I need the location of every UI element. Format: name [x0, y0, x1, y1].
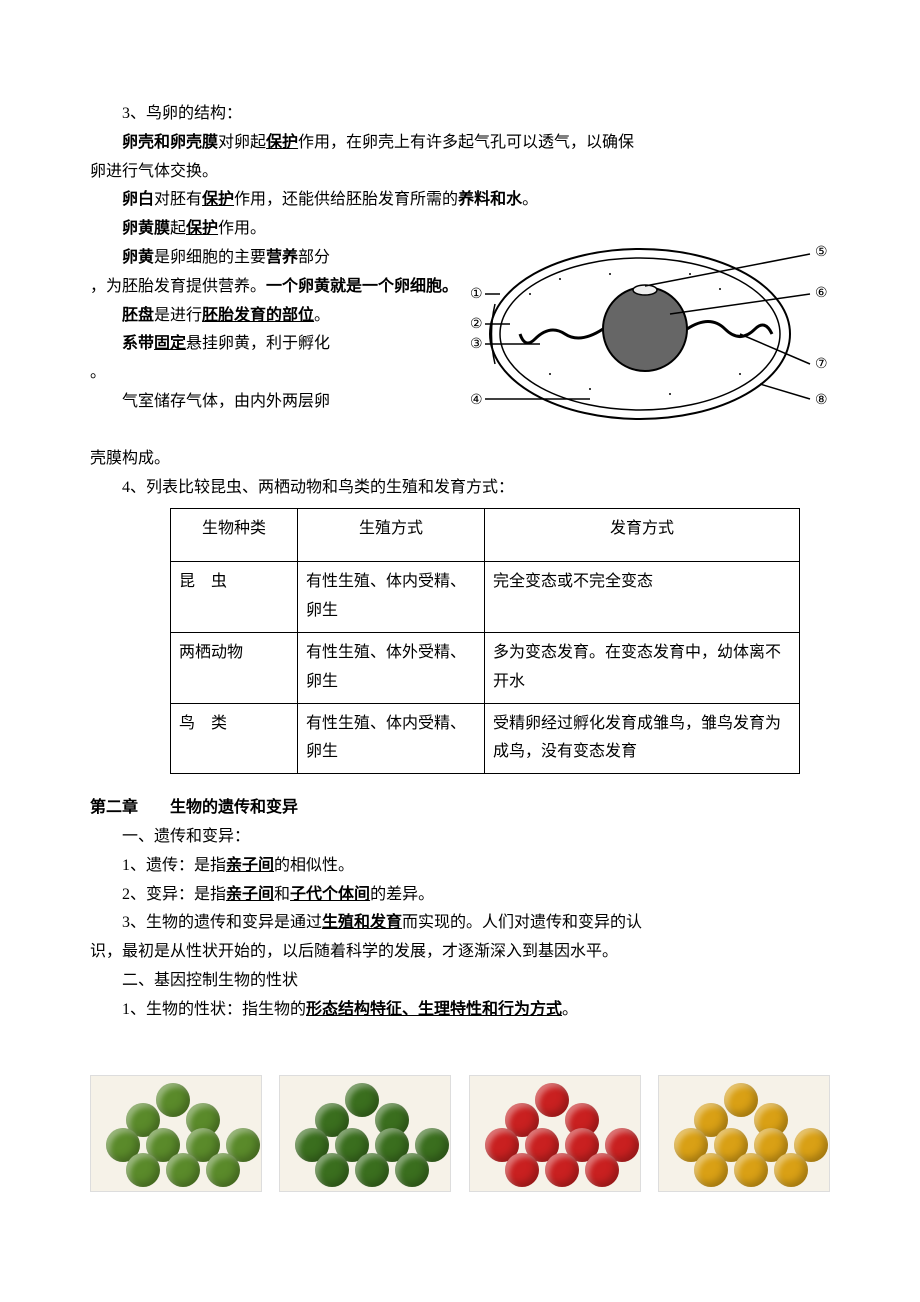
td: 有性生殖、体内受精、卵生	[298, 703, 485, 774]
t: 卵黄	[122, 249, 154, 266]
label-3: ③	[470, 337, 483, 352]
td: 有性生殖、体内受精、卵生	[298, 562, 485, 633]
photo-red-tomato	[469, 1075, 641, 1192]
t: 3、生物的遗传和变异是通过	[122, 914, 322, 931]
c2-l3a: 3、生物的遗传和变异是通过生殖和发育而实现的。人们对遗传和变异的认	[90, 909, 830, 938]
td: 完全变态或不完全变态	[485, 562, 800, 633]
t: 保护	[186, 220, 218, 237]
t: 的相似性。	[274, 857, 354, 874]
s4-heading: 4、列表比较昆虫、两栖动物和鸟类的生殖和发育方式：	[90, 474, 830, 503]
th: 生殖方式	[298, 509, 485, 562]
t: 1、遗传：是指	[122, 857, 226, 874]
table-header-row: 生物种类 生殖方式 发育方式	[171, 509, 800, 562]
td: 多为变态发育。在变态发育中，幼体离不开水	[485, 632, 800, 703]
s3-line4b: ，为胚胎发育提供营养。一个卵黄就是一个卵细胞。	[90, 273, 460, 302]
t: 生殖和发育	[322, 914, 402, 931]
s3-line7b: 壳膜构成。	[90, 445, 830, 474]
chapter2-title: 第二章 生物的遗传和变异	[90, 794, 830, 823]
t: 。	[314, 307, 330, 324]
t: 亲子间	[226, 886, 274, 903]
photo-yellow-tomato	[658, 1075, 830, 1192]
c2-sub2: 二、基因控制生物的性状	[90, 967, 830, 996]
table-row: 鸟 类 有性生殖、体内受精、卵生 受精卵经过孵化发育成雏鸟，雏鸟发育为成鸟，没有…	[171, 703, 800, 774]
label-5: ⑤	[815, 245, 828, 260]
s3-line1b: 卵进行气体交换。	[90, 158, 830, 187]
text-col: 卵黄是卵细胞的主要营养部分 ，为胚胎发育提供营养。一个卵黄就是一个卵细胞。 胚盘…	[90, 244, 460, 417]
t: 营养	[266, 249, 298, 266]
td: 昆 虫	[171, 562, 298, 633]
th: 发育方式	[485, 509, 800, 562]
t: 作用。	[218, 220, 266, 237]
td: 两栖动物	[171, 632, 298, 703]
t: 。	[522, 191, 538, 208]
t: 保护	[266, 134, 298, 151]
label-1: ①	[470, 287, 483, 302]
t: 子代个体间	[290, 886, 370, 903]
t: 亲子间	[226, 857, 274, 874]
t: 悬挂卵黄，利于孵化	[186, 335, 330, 352]
label-2: ②	[470, 317, 483, 332]
egg-diagram: ① ② ③ ④ ⑤ ⑥ ⑦ ⑧	[470, 234, 830, 434]
t: 卵壳和卵壳膜	[122, 134, 218, 151]
s3-heading: 3、鸟卵的结构：	[90, 100, 830, 129]
s3-line6: 系带固定悬挂卵黄，利于孵化	[90, 330, 460, 359]
c2-l4: 1、生物的性状：指生物的形态结构特征、生理特性和行为方式。	[90, 996, 830, 1025]
t: 起	[170, 220, 186, 237]
label-8: ⑧	[815, 393, 828, 408]
table-row: 两栖动物 有性生殖、体外受精、卵生 多为变态发育。在变态发育中，幼体离不开水	[171, 632, 800, 703]
comparison-table: 生物种类 生殖方式 发育方式 昆 虫 有性生殖、体内受精、卵生 完全变态或不完全…	[170, 508, 800, 774]
t: 卵黄膜	[122, 220, 170, 237]
t: 作用，还能供给胚胎发育所需的	[234, 191, 458, 208]
t: 养料和水	[458, 191, 522, 208]
td: 鸟 类	[171, 703, 298, 774]
c2-l1: 1、遗传：是指亲子间的相似性。	[90, 852, 830, 881]
s3-line6p: 。	[90, 359, 460, 388]
c2-l3b: 识，最初是从性状开始的，以后随着科学的发展，才逐渐深入到基因水平。	[90, 938, 830, 967]
photo-row	[90, 1075, 830, 1192]
table-row: 昆 虫 有性生殖、体内受精、卵生 完全变态或不完全变态	[171, 562, 800, 633]
t: 系带	[122, 335, 154, 352]
text-with-diagram: 卵黄是卵细胞的主要营养部分 ，为胚胎发育提供营养。一个卵黄就是一个卵细胞。 胚盘…	[90, 244, 830, 445]
t: 而实现的。人们对遗传和变异的认	[402, 914, 642, 931]
s3-line4a: 卵黄是卵细胞的主要营养部分	[90, 244, 460, 273]
t: 卵白	[122, 191, 154, 208]
t: 胚胎发育的部位	[202, 307, 314, 324]
photo-green-tomato	[90, 1075, 262, 1192]
t: 一个卵黄就是一个卵细胞。	[266, 278, 458, 295]
t: 形态结构特征、生理特性和行为方式	[306, 1001, 562, 1018]
t: 部分	[298, 249, 330, 266]
egg-diagram-col: ① ② ③ ④ ⑤ ⑥ ⑦ ⑧	[470, 234, 830, 445]
c2-l2: 2、变异：是指亲子间和子代个体间的差异。	[90, 881, 830, 910]
t: ，为胚胎发育提供营养。	[90, 278, 266, 295]
label-4: ④	[470, 393, 483, 408]
t: 胚盘	[122, 307, 154, 324]
t: 固定	[154, 335, 186, 352]
t: 对胚有	[154, 191, 202, 208]
t: 是卵细胞的主要	[154, 249, 266, 266]
c2-sub1: 一、遗传和变异：	[90, 823, 830, 852]
t: 是进行	[154, 307, 202, 324]
t: 对卵起	[218, 134, 266, 151]
t: 1、生物的性状：指生物的	[122, 1001, 306, 1018]
s3-line1: 卵壳和卵壳膜对卵起保护作用，在卵壳上有许多起气孔可以透气，以确保	[90, 129, 830, 158]
page: 3、鸟卵的结构： 卵壳和卵壳膜对卵起保护作用，在卵壳上有许多起气孔可以透气，以确…	[0, 0, 920, 1302]
td: 有性生殖、体外受精、卵生	[298, 632, 485, 703]
s3-line2: 卵白对胚有保护作用，还能供给胚胎发育所需的养料和水。	[90, 186, 830, 215]
t: 2、变异：是指	[122, 886, 226, 903]
s3-line7: 气室储存气体，由内外两层卵	[90, 388, 460, 417]
t: 的差异。	[370, 886, 434, 903]
th: 生物种类	[171, 509, 298, 562]
t: 保护	[202, 191, 234, 208]
label-6: ⑥	[815, 286, 828, 301]
s3-line5: 胚盘是进行胚胎发育的部位。	[90, 302, 460, 331]
t: 作用，在卵壳上有许多起气孔可以透气，以确保	[298, 134, 634, 151]
td: 受精卵经过孵化发育成雏鸟，雏鸟发育为成鸟，没有变态发育	[485, 703, 800, 774]
t: 和	[274, 886, 290, 903]
t: 。	[562, 1001, 578, 1018]
label-7: ⑦	[815, 357, 828, 372]
photo-green-pepper	[279, 1075, 451, 1192]
